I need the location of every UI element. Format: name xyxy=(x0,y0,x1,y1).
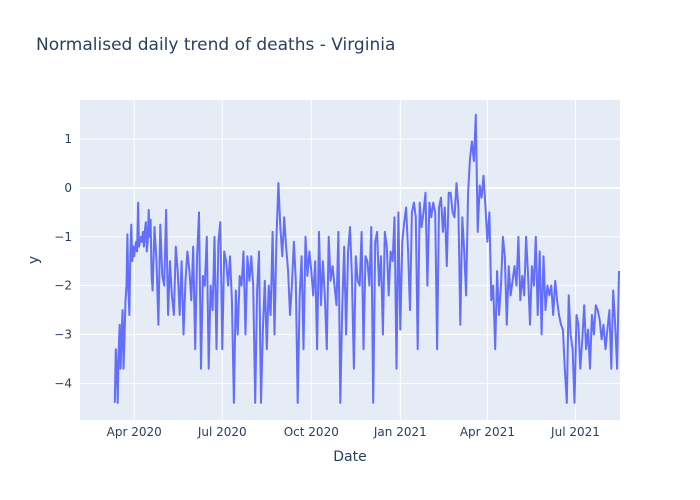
x-tick-label: Jul 2021 xyxy=(550,425,600,439)
y-tick-label: −1 xyxy=(54,230,72,244)
y-tick-label: 0 xyxy=(64,181,72,195)
series-layer xyxy=(113,113,620,404)
y-tick-label: −2 xyxy=(54,279,72,293)
y-tick-label: −4 xyxy=(54,376,72,390)
y-tick-label: −3 xyxy=(54,328,72,342)
y-axis-title: y xyxy=(26,256,42,264)
x-axis-ticks: Apr 2020 Jul 2020 Oct 2020 Jan 2021 Apr 2021… xyxy=(107,425,600,439)
series-line xyxy=(113,113,620,404)
chart-title: Normalised daily trend of deaths - Virgi… xyxy=(36,35,395,55)
x-tick-label: Jul 2020 xyxy=(197,425,247,439)
y-tick-label: 1 xyxy=(64,132,72,146)
x-axis-title: Date xyxy=(333,449,366,465)
x-tick-label: Jan 2021 xyxy=(373,425,427,439)
x-tick-label: Apr 2020 xyxy=(107,425,162,439)
y-axis-ticks: 1 0 −1 −2 −3 −4 xyxy=(54,132,72,390)
x-tick-label: Apr 2021 xyxy=(460,425,515,439)
x-tick-label: Oct 2020 xyxy=(284,425,339,439)
plot-area xyxy=(80,100,620,420)
